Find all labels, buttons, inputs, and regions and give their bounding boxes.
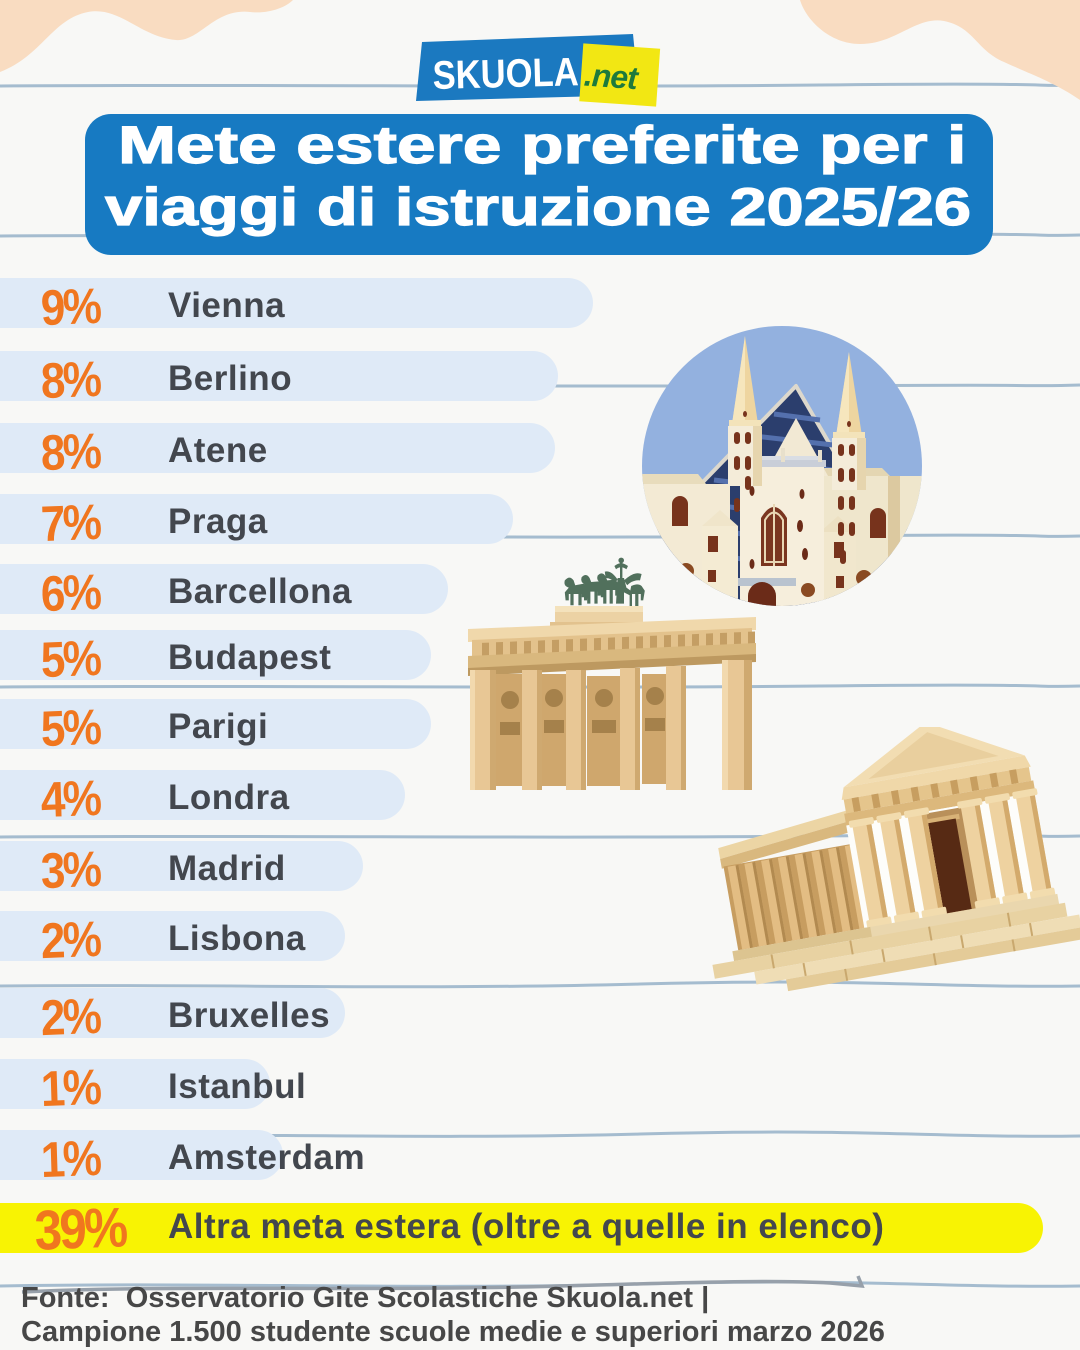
svg-text:.net: .net <box>583 57 641 97</box>
svg-text:SKUOLA: SKUOLA <box>432 50 579 98</box>
